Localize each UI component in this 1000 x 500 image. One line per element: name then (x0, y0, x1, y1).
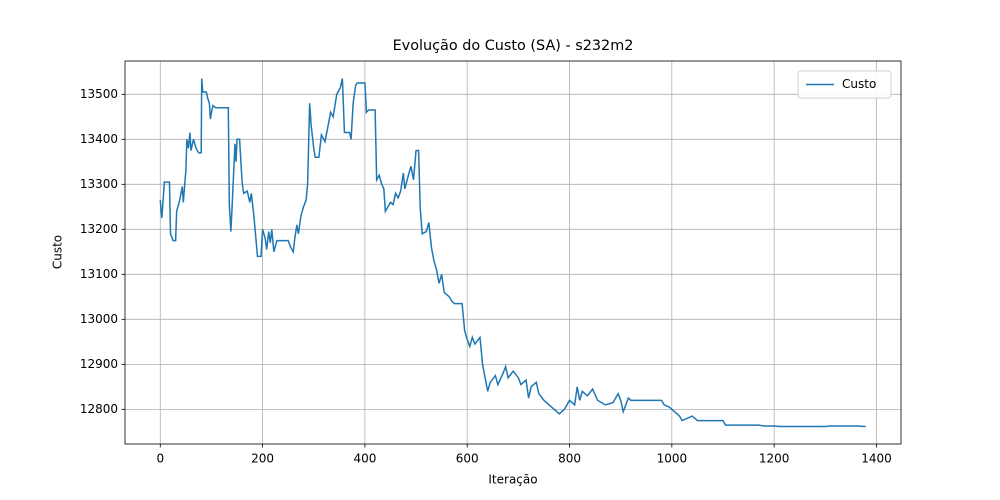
x-tick-label: 0 (156, 452, 164, 466)
line-series (159, 78, 866, 428)
y-tick-label: 13500 (80, 87, 118, 101)
x-tick-label: 1400 (861, 452, 892, 466)
y-tick-label: 13100 (80, 267, 118, 281)
y-tick-label: 13400 (80, 132, 118, 146)
x-tick-label: 400 (353, 452, 376, 466)
y-tick-label: 13300 (80, 177, 118, 191)
y-axis-label: Custo (51, 235, 65, 269)
x-tick-label: 1200 (759, 452, 790, 466)
legend-label: Custo (842, 77, 876, 91)
chart-title: Evolução do Custo (SA) - s232m2 (393, 38, 634, 54)
x-tick-label: 200 (251, 452, 274, 466)
legend-box (797, 70, 892, 99)
y-tick-label: 13000 (80, 312, 118, 326)
x-tick-label: 800 (558, 452, 581, 466)
plot-frame (124, 60, 902, 445)
y-tick-label: 12900 (80, 357, 118, 371)
x-tick-label: 600 (456, 452, 479, 466)
y-tick-label: 13200 (80, 222, 118, 236)
x-axis-label: Iteração (488, 473, 537, 487)
y-tick-label: 12800 (80, 402, 118, 416)
x-tick-label: 1000 (657, 452, 688, 466)
